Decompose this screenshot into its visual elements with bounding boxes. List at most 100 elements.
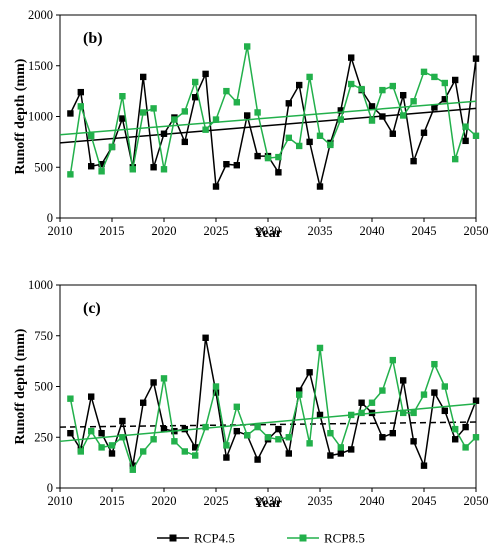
y-tick-label: 2000 [28, 8, 53, 22]
data-point [67, 395, 74, 402]
data-point [462, 423, 469, 431]
x-tick-label: 2035 [308, 224, 333, 238]
panel-label: (b) [83, 30, 103, 47]
data-point [441, 96, 448, 103]
data-point [327, 141, 334, 149]
y-tick-label: 1000 [28, 278, 53, 292]
data-point [88, 393, 95, 400]
data-point [202, 70, 209, 78]
data-point [212, 183, 220, 190]
data-point [400, 377, 407, 384]
trend-line-rcp45 [59, 107, 477, 144]
x-axis-title: Year [254, 496, 282, 511]
data-point [223, 442, 230, 449]
data-point [244, 432, 251, 439]
x-tick-label: 2025 [204, 224, 229, 238]
data-point [67, 171, 74, 178]
data-point [119, 93, 126, 100]
x-tick-label: 2020 [152, 494, 177, 508]
data-point [410, 98, 417, 105]
data-point [420, 391, 428, 398]
trend-line-rcp85 [59, 403, 477, 443]
x-tick-label: 2040 [360, 224, 385, 238]
data-point [441, 383, 448, 390]
data-point [358, 409, 365, 417]
data-point [223, 454, 230, 461]
data-point [98, 444, 105, 451]
data-point [77, 103, 84, 110]
x-tick-label: 2010 [48, 494, 73, 508]
data-point [160, 166, 168, 173]
data-point [431, 360, 438, 368]
legend-item-rcp85: RCP8.5 [287, 531, 365, 546]
x-tick-label: 2015 [100, 494, 125, 508]
data-point [223, 161, 230, 168]
x-tick-label: 2010 [48, 224, 73, 238]
y-tick-label: 0 [47, 211, 53, 225]
data-point [264, 434, 272, 441]
data-point [181, 108, 188, 115]
data-point [285, 100, 292, 107]
legend-item-rcp45: RCP4.5 [157, 531, 235, 546]
data-point [98, 168, 105, 175]
data-point [452, 76, 459, 84]
x-tick-label: 2020 [152, 224, 177, 238]
data-point [431, 73, 438, 81]
data-point [160, 375, 168, 382]
data-point [160, 130, 168, 137]
data-point [420, 462, 428, 469]
x-tick-label: 2015 [100, 224, 125, 238]
data-point [472, 397, 480, 404]
x-tick-label: 2040 [360, 494, 385, 508]
legend-marker [299, 534, 307, 542]
data-point [327, 452, 334, 459]
data-point [140, 73, 147, 81]
data-point [88, 427, 95, 435]
y-tick-label: 250 [34, 430, 53, 444]
chart-panel-1: 0 500 1000 1500 2000 2010 2015 2020 2025 2030 2035… [13, 8, 489, 241]
data-point [462, 137, 469, 145]
data-point [327, 429, 334, 437]
data-point [129, 166, 136, 173]
data-point [160, 425, 168, 433]
data-point [368, 399, 376, 406]
data-point [77, 448, 84, 455]
plot-frame [59, 284, 477, 489]
data-point [212, 383, 220, 390]
x-tick-label: 2035 [308, 494, 333, 508]
data-point [254, 423, 261, 431]
data-point [410, 157, 417, 165]
data-point [337, 107, 344, 114]
data-point [150, 164, 157, 171]
x-tick-label: 2045 [412, 494, 437, 508]
data-point [275, 153, 282, 161]
data-point [264, 154, 272, 162]
legend: RCP4.5 RCP8.5 [157, 531, 365, 546]
data-point [410, 409, 417, 417]
data-point [223, 87, 230, 95]
data-point [400, 112, 407, 119]
data-point [285, 450, 292, 457]
data-point [462, 444, 469, 451]
data-point [452, 425, 459, 433]
y-tick-label: 0 [47, 481, 53, 495]
data-point [472, 55, 480, 62]
data-point [181, 448, 188, 455]
data-point [306, 138, 313, 146]
data-point [129, 466, 136, 473]
data-point [88, 132, 95, 139]
data-point [202, 334, 209, 341]
data-point [348, 411, 355, 419]
data-point [244, 43, 251, 50]
data-point [192, 452, 199, 459]
data-point [77, 88, 84, 96]
data-point [472, 434, 480, 441]
data-point [119, 115, 126, 122]
data-point [140, 109, 147, 116]
data-point [337, 444, 344, 451]
data-point [472, 132, 480, 139]
data-point [233, 162, 240, 169]
data-point [150, 379, 157, 386]
data-point [337, 116, 344, 123]
